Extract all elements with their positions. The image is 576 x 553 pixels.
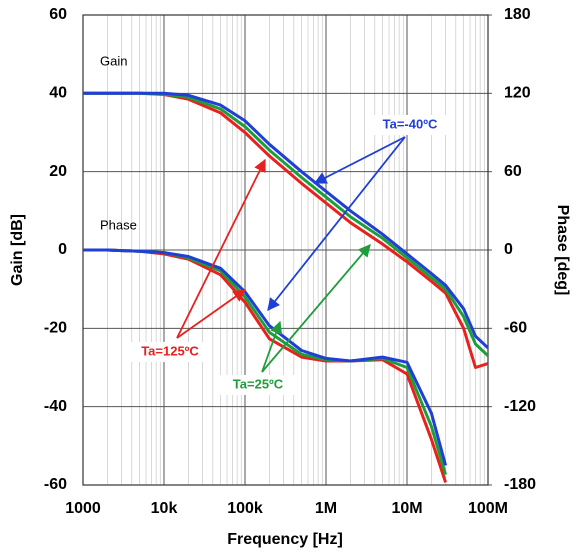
y-tick-label: 20 — [49, 163, 67, 180]
annotation-arrow — [261, 320, 283, 373]
label-bg — [370, 115, 450, 135]
legend-label: Ta=125ºC — [141, 343, 199, 358]
legend-label: Ta=-40ºC — [383, 116, 438, 131]
x-tick-label: 1M — [315, 500, 337, 517]
annotation-arrow — [267, 136, 406, 311]
y-tick-label: 40 — [49, 85, 67, 102]
x-tick-label: 10k — [151, 500, 178, 517]
x-tick-label: 100k — [227, 500, 263, 517]
annotation-arrow — [176, 289, 247, 339]
series-line — [83, 91, 488, 349]
series-line — [83, 248, 448, 476]
annotation-arrow — [261, 244, 371, 373]
y-axis-title: Gain [dB] — [9, 214, 26, 286]
y2-tick-label: -60 — [504, 320, 527, 337]
y-tick-label: 60 — [49, 6, 67, 23]
y-tick-label: -60 — [44, 476, 67, 493]
label-bg — [218, 375, 298, 395]
y2-tick-label: 180 — [504, 6, 531, 23]
y2-tick-label: 120 — [504, 85, 531, 102]
legend-label: Ta=25ºC — [233, 376, 284, 391]
plot-area — [83, 91, 488, 483]
annotation: Phase — [100, 217, 137, 232]
annotation-arrow — [176, 158, 266, 339]
x-tick-label: 100M — [468, 500, 508, 517]
annotation-arrow — [313, 136, 406, 184]
x-axis-title: Frequency [Hz] — [227, 531, 343, 548]
y-tick-label: -40 — [44, 398, 67, 415]
series-line — [83, 248, 448, 466]
y2-tick-label: -180 — [504, 476, 536, 493]
x-tick-label: 1000 — [65, 500, 101, 517]
y2-tick-label: 0 — [504, 241, 513, 258]
annotation: Gain — [100, 53, 127, 68]
y-tick-label: -20 — [44, 320, 67, 337]
y2-tick-label: 60 — [504, 163, 522, 180]
y2-axis-title: Phase [deg] — [554, 205, 571, 296]
y2-tick-label: -120 — [504, 398, 536, 415]
y-tick-label: 0 — [58, 241, 67, 258]
label-bg — [130, 342, 210, 362]
x-tick-label: 10M — [391, 500, 422, 517]
